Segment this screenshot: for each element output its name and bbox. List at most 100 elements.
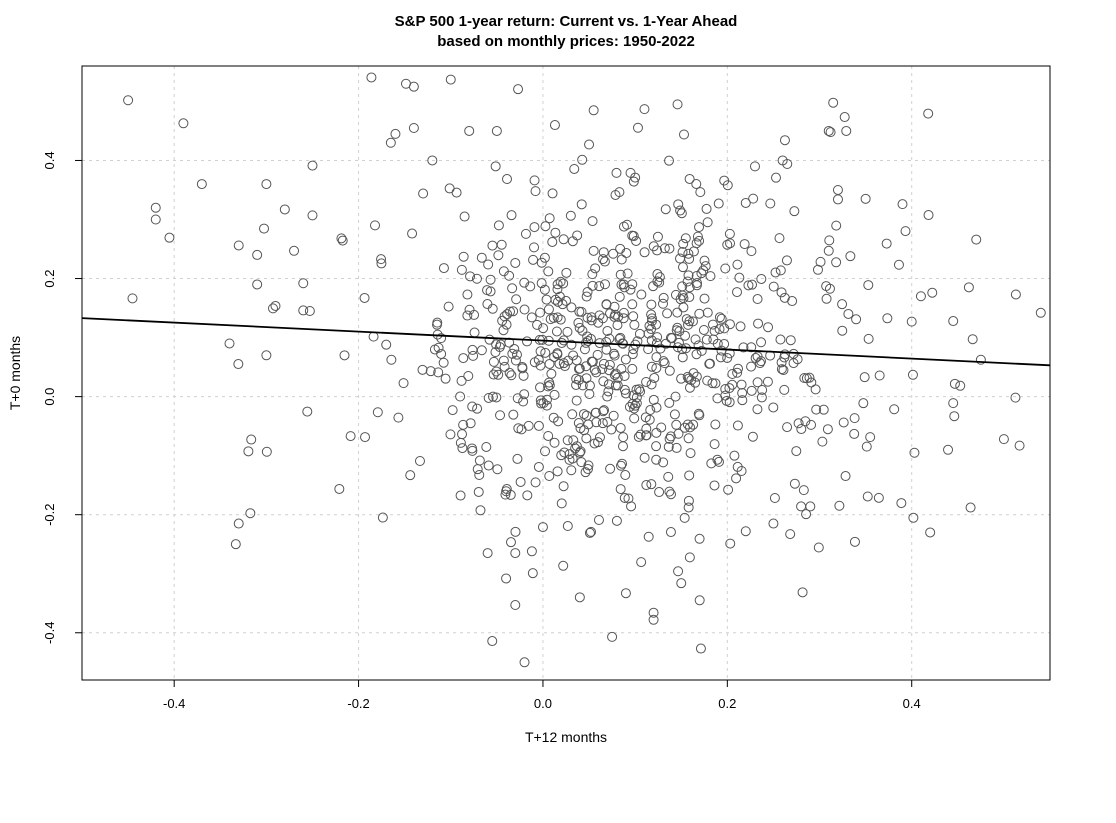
scatter-point <box>657 423 666 432</box>
scatter-point <box>835 501 844 510</box>
scatter-point <box>534 462 543 471</box>
scatter-point <box>244 447 253 456</box>
scatter-point <box>463 311 472 320</box>
scatter-point <box>696 188 705 197</box>
scatter-point <box>850 537 859 546</box>
scatter-point <box>713 394 722 403</box>
scatter-point <box>500 362 509 371</box>
scatter-point <box>766 199 775 208</box>
scatter-point <box>247 435 256 444</box>
scatter-point <box>536 383 545 392</box>
scatter-point <box>909 513 918 522</box>
scatter-point <box>401 79 410 88</box>
scatter-point <box>799 486 808 495</box>
scatter-point <box>630 320 639 329</box>
scatter-point <box>510 344 519 353</box>
scatter-point <box>928 288 937 297</box>
scatter-point <box>685 553 694 562</box>
scatter-point <box>681 234 690 243</box>
scatter-point <box>666 528 675 537</box>
scatter-point <box>722 396 731 405</box>
scatter-point <box>825 236 834 245</box>
scatter-point <box>612 516 621 525</box>
scatter-point <box>415 456 424 465</box>
scatter-point <box>506 538 515 547</box>
scatter-point <box>692 179 701 188</box>
scatter-point <box>754 319 763 328</box>
scatter-point <box>747 362 756 371</box>
scatter-point <box>269 304 278 313</box>
scatter-point <box>966 503 975 512</box>
scatter-point <box>523 491 532 500</box>
scatter-point <box>695 309 704 318</box>
scatter-point <box>433 318 442 327</box>
scatter-point <box>710 327 719 336</box>
scatter-point <box>361 433 370 442</box>
scatter-point <box>582 411 591 420</box>
scatter-point <box>553 467 562 476</box>
scatter-point <box>850 429 859 438</box>
scatter-point <box>563 327 572 336</box>
scatter-point <box>588 217 597 226</box>
scatter-point <box>897 499 906 508</box>
scatter-point <box>750 162 759 171</box>
scatter-point <box>463 290 472 299</box>
scatter-point <box>1011 393 1020 402</box>
scatter-point <box>529 255 538 264</box>
scatter-point <box>850 414 859 423</box>
scatter-point <box>882 239 891 248</box>
scatter-point <box>771 173 780 182</box>
scatter-point <box>684 271 693 280</box>
y-tick-label: 0.4 <box>42 151 57 169</box>
scatter-point <box>753 405 762 414</box>
scatter-point <box>308 161 317 170</box>
scatter-point <box>262 180 271 189</box>
y-tick-label: -0.4 <box>42 622 57 644</box>
scatter-point <box>647 300 656 309</box>
scatter-point <box>523 337 532 346</box>
chart-title-line1: S&P 500 1-year return: Current vs. 1-Yea… <box>395 13 738 30</box>
scatter-point <box>769 403 778 412</box>
scatter-point <box>340 351 349 360</box>
scatter-point <box>908 370 917 379</box>
scatter-point <box>394 413 403 422</box>
scatter-point <box>792 447 801 456</box>
scatter-point <box>623 269 632 278</box>
scatter-point <box>764 323 773 332</box>
scatter-point <box>950 379 959 388</box>
scatter-point <box>439 358 448 367</box>
scatter-point <box>517 425 526 434</box>
scatter-point <box>419 189 428 198</box>
plot-area-border <box>82 66 1050 680</box>
scatter-point <box>649 615 658 624</box>
scatter-point <box>492 126 501 135</box>
scatter-point <box>859 399 868 408</box>
scatter-point <box>602 300 611 309</box>
scatter-point <box>949 317 958 326</box>
scatter-point <box>511 527 520 536</box>
scatter-point <box>516 477 525 486</box>
scatter-point <box>818 437 827 446</box>
scatter-point <box>780 136 789 145</box>
scatter-point <box>763 377 772 386</box>
scatter-point <box>652 428 661 437</box>
x-tick-label: 0.2 <box>718 696 736 711</box>
scatter-point <box>465 126 474 135</box>
scatter-point <box>509 410 518 419</box>
scatter-point <box>753 295 762 304</box>
scatter-point <box>572 396 581 405</box>
scatter-point <box>557 499 566 508</box>
scatter-point <box>408 229 417 238</box>
scatter-point <box>567 466 576 475</box>
scatter-point <box>433 320 442 329</box>
scatter-point <box>253 280 262 289</box>
scatter-point <box>460 212 469 221</box>
scatter-point <box>260 224 269 233</box>
scatter-point <box>695 223 704 232</box>
scatter-point <box>950 412 959 421</box>
scatter-point <box>736 322 745 331</box>
scatter-point <box>470 328 479 337</box>
scatter-point <box>508 284 517 293</box>
scatter-point <box>653 232 662 241</box>
y-tick-label: -0.2 <box>42 503 57 525</box>
